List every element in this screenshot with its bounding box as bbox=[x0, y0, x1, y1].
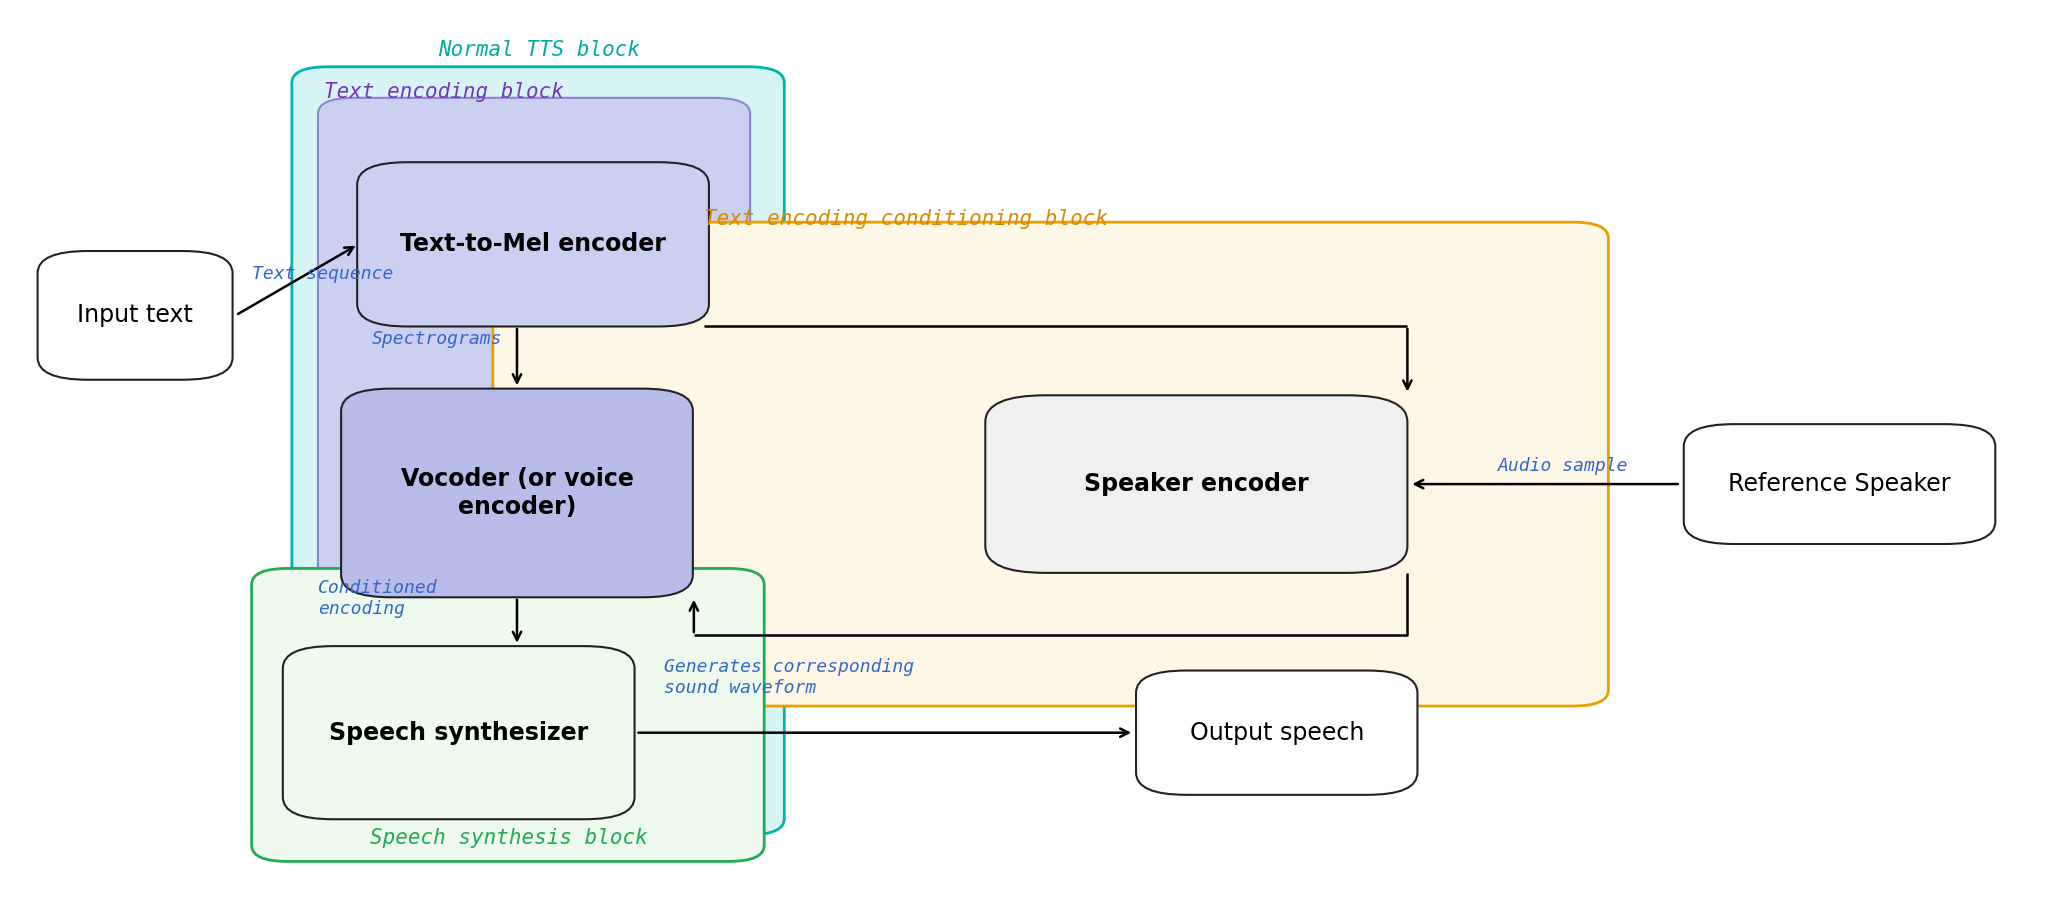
FancyBboxPatch shape bbox=[1684, 424, 1996, 544]
FancyBboxPatch shape bbox=[283, 646, 634, 819]
Text: Spectrograms: Spectrograms bbox=[371, 330, 502, 348]
FancyBboxPatch shape bbox=[291, 67, 783, 834]
Text: Speech synthesizer: Speech synthesizer bbox=[328, 720, 589, 745]
Text: Input text: Input text bbox=[78, 304, 193, 327]
FancyBboxPatch shape bbox=[340, 389, 693, 597]
Text: Normal TTS block: Normal TTS block bbox=[439, 40, 640, 60]
FancyBboxPatch shape bbox=[318, 98, 751, 804]
Text: Generates corresponding
sound waveform: Generates corresponding sound waveform bbox=[665, 659, 915, 698]
Text: Vocoder (or voice
encoder): Vocoder (or voice encoder) bbox=[400, 467, 634, 519]
FancyBboxPatch shape bbox=[37, 251, 232, 380]
Text: Text encoding conditioning block: Text encoding conditioning block bbox=[703, 208, 1108, 229]
Text: Text-to-Mel encoder: Text-to-Mel encoder bbox=[400, 232, 667, 256]
FancyBboxPatch shape bbox=[252, 568, 765, 862]
Text: Conditioned
encoding: Conditioned encoding bbox=[318, 579, 437, 618]
Text: Text encoding block: Text encoding block bbox=[324, 82, 564, 101]
Text: Output speech: Output speech bbox=[1190, 720, 1364, 745]
FancyBboxPatch shape bbox=[357, 162, 710, 326]
FancyBboxPatch shape bbox=[984, 395, 1407, 573]
Text: Speech synthesis block: Speech synthesis block bbox=[369, 828, 648, 848]
Text: Speaker encoder: Speaker encoder bbox=[1085, 472, 1309, 496]
Text: Reference Speaker: Reference Speaker bbox=[1729, 472, 1951, 496]
Text: Text sequence: Text sequence bbox=[252, 265, 394, 283]
Text: Audio sample: Audio sample bbox=[1497, 458, 1628, 476]
FancyBboxPatch shape bbox=[492, 222, 1608, 706]
FancyBboxPatch shape bbox=[1136, 670, 1417, 795]
